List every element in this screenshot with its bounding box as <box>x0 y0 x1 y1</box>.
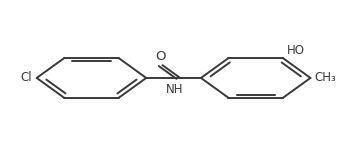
Text: NH: NH <box>166 83 183 96</box>
Text: HO: HO <box>287 44 305 57</box>
Text: Cl: Cl <box>21 71 32 84</box>
Text: O: O <box>156 50 166 63</box>
Text: CH₃: CH₃ <box>315 71 336 84</box>
